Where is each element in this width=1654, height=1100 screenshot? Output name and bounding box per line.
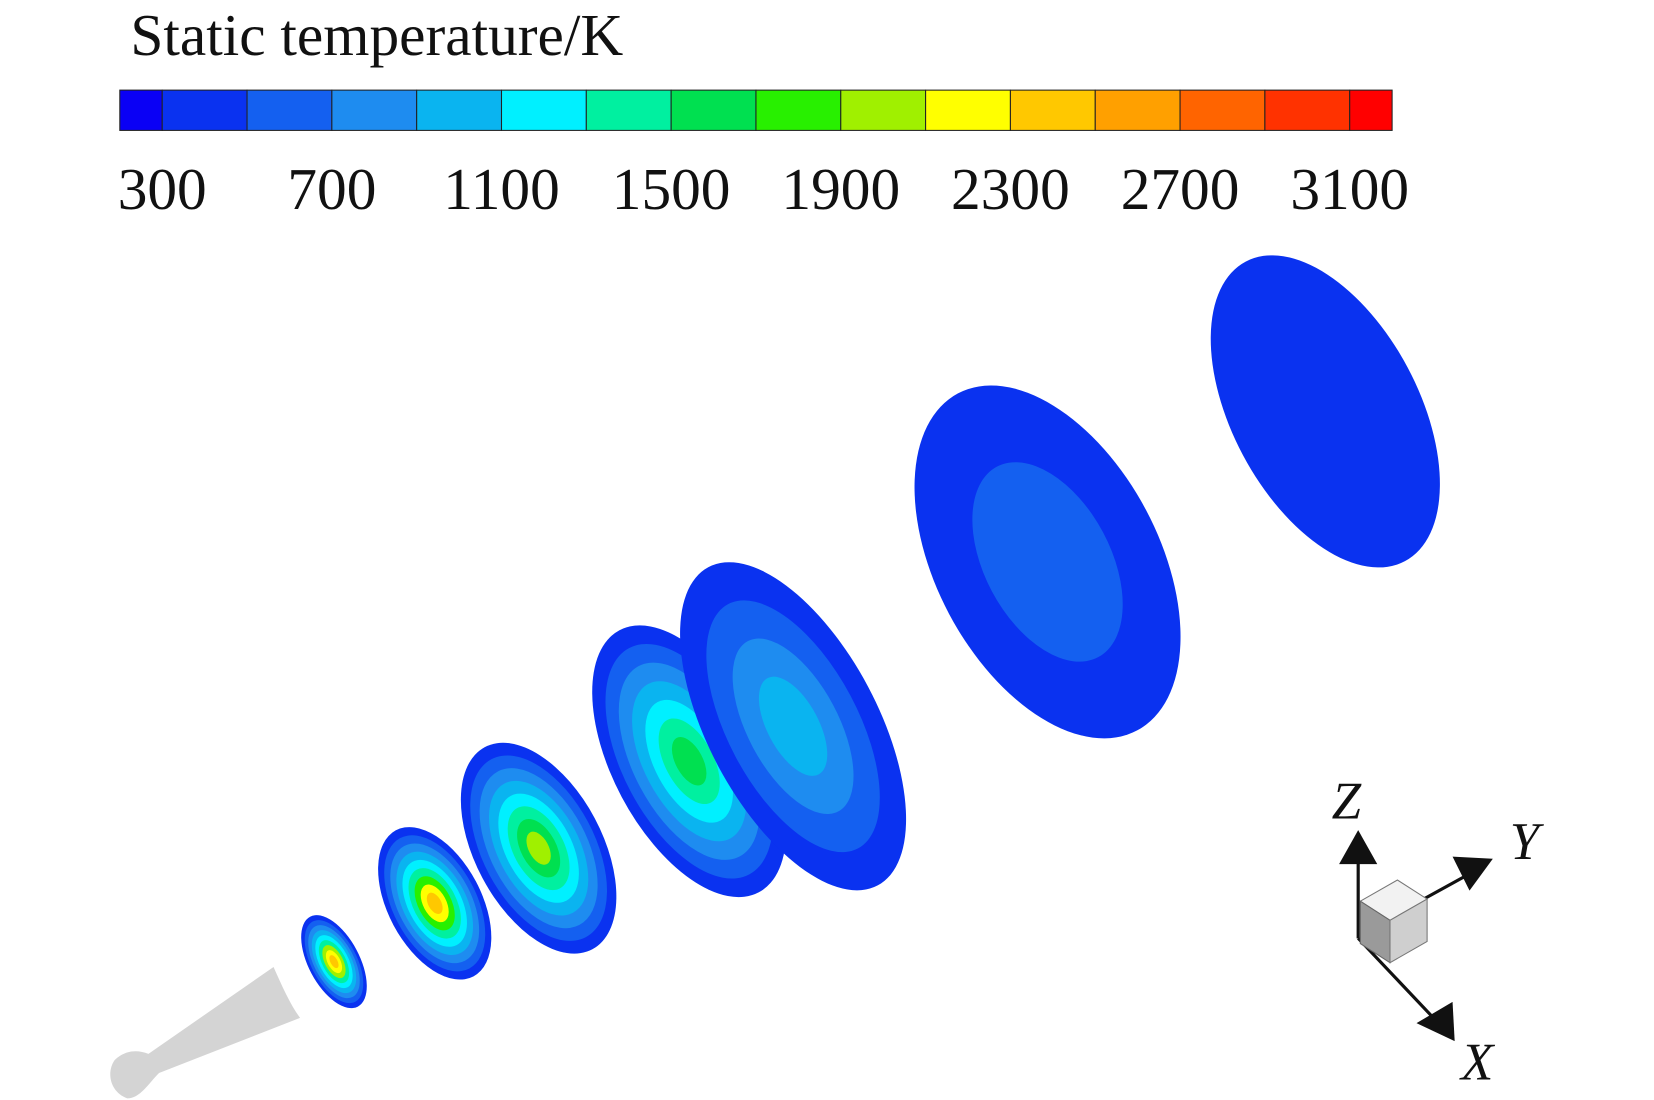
slice [680, 562, 907, 891]
colorbar-segment [331, 89, 418, 131]
slice [1210, 255, 1440, 568]
cube-right [1389, 898, 1428, 964]
colorbar-segment [1009, 89, 1096, 131]
slice [301, 915, 367, 1009]
colorbar-segment [416, 89, 503, 131]
colorbar-segment [119, 89, 163, 131]
colorbar-segment [1264, 89, 1351, 131]
colorbar-segment [1349, 89, 1393, 131]
colorbar-segment [246, 89, 333, 131]
colorbar-segment [161, 89, 248, 131]
slice [914, 385, 1181, 739]
contour-band [329, 955, 339, 969]
colorbar-segment [500, 89, 587, 131]
z-label: Z [1332, 773, 1362, 831]
colorbar-segment [1094, 89, 1181, 131]
temperature-slices [301, 255, 1440, 1009]
colorbar-segment [755, 89, 842, 131]
colorbar-labels: 300 700 1100 1500 1900 2300 2700 3100 [118, 156, 1409, 222]
x-arrow [1416, 1001, 1455, 1042]
colorbar-title: Static temperature/K [130, 2, 623, 68]
contour-band [426, 892, 443, 914]
nozzle [110, 966, 301, 1099]
colorbar-label: 700 [287, 156, 376, 222]
colorbar-segment [585, 89, 672, 131]
slice [460, 742, 617, 954]
y-arrow [1452, 856, 1493, 891]
y-label: Y [1510, 813, 1545, 871]
contour-band [671, 737, 707, 786]
contour-band [972, 462, 1123, 662]
slice [378, 827, 492, 980]
colorbar-label: 2300 [951, 156, 1070, 222]
z-arrow [1339, 830, 1378, 865]
colorbar-segment [925, 89, 1011, 131]
colorbar-label: 300 [118, 156, 207, 222]
colorbar-label: 1100 [443, 156, 560, 222]
x-label: X [1459, 1033, 1496, 1091]
colorbar-label: 1500 [612, 156, 731, 222]
colorbar [119, 89, 1393, 131]
colorbar-segment [840, 89, 927, 131]
colorbar-segment [670, 89, 757, 131]
colorbar-label: 2700 [1121, 156, 1240, 222]
colorbar-segment [1179, 89, 1266, 131]
x-axis [1357, 937, 1433, 1017]
axis-triad: Z Y X [1332, 773, 1545, 1092]
contour-band [526, 831, 551, 865]
colorbar-label: 1900 [781, 156, 900, 222]
contour-band [758, 676, 828, 776]
contour-band [1210, 255, 1440, 568]
colorbar-label: 3100 [1290, 156, 1409, 222]
slice [592, 625, 787, 898]
